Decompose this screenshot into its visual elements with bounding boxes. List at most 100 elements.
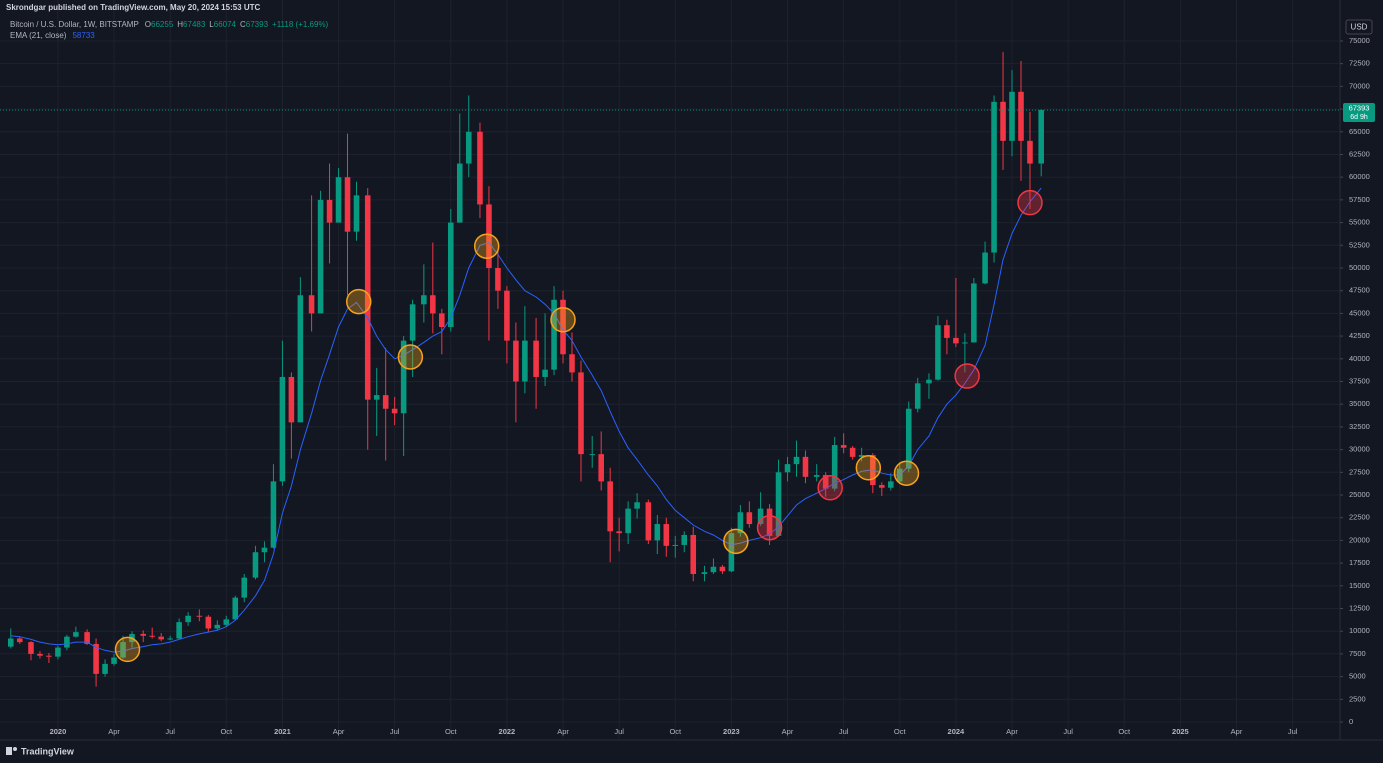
- y-tick-label: 0: [1349, 717, 1353, 726]
- highlight-circle: [723, 528, 749, 555]
- x-tick-label: Apr: [782, 727, 794, 736]
- y-tick-label: 47500: [1349, 286, 1370, 295]
- candle-body: [223, 619, 230, 625]
- candle-body: [102, 663, 108, 674]
- ema-line: [10, 187, 1042, 653]
- x-tick-label: 2020: [50, 727, 67, 736]
- candle-body: [73, 632, 79, 637]
- y-tick-label: 30000: [1349, 445, 1370, 454]
- candle-body: [634, 502, 640, 509]
- y-tick-label: 22500: [1349, 513, 1370, 522]
- candle-body: [672, 544, 679, 546]
- brand: TradingView: [21, 746, 75, 756]
- candle-body: [55, 647, 61, 657]
- candle-body: [953, 337, 959, 344]
- highlight-circle: [550, 306, 576, 333]
- x-tick-label: 2025: [1172, 727, 1189, 736]
- y-tick-label: 10000: [1349, 626, 1370, 635]
- candle-body: [120, 642, 126, 658]
- candle-body: [914, 383, 921, 409]
- candle-body: [495, 267, 501, 291]
- candle-body: [477, 131, 483, 205]
- candle-body: [373, 395, 380, 400]
- candle-body: [1027, 140, 1033, 164]
- grid: [0, 0, 1340, 740]
- y-tick-label: 25000: [1349, 490, 1370, 499]
- candle-body: [625, 508, 631, 534]
- y-tick-label: 27500: [1349, 467, 1370, 476]
- axes: 0 2500 5000 7500 10000 12500 15000 17500 20000 22…: [50, 36, 1375, 736]
- candle-body: [46, 655, 52, 657]
- candle-body: [831, 445, 838, 489]
- x-tick-label: Jul: [1288, 727, 1298, 736]
- ohlc-value: 66074: [214, 20, 237, 29]
- currency: USD: [1351, 23, 1368, 32]
- y-tick-label: 32500: [1349, 422, 1370, 431]
- ohlc-label: C: [240, 20, 246, 29]
- candle-body: [858, 455, 865, 457]
- ohlc-label: O: [145, 20, 151, 29]
- y-tick-label: 70000: [1349, 81, 1370, 90]
- candle-body: [522, 340, 528, 382]
- candle-body: [430, 295, 436, 314]
- candle-body: [578, 372, 584, 455]
- x-tick-label: Oct: [669, 727, 682, 736]
- candle-body: [663, 524, 670, 546]
- x-tick-label: Jul: [1063, 727, 1073, 736]
- candle-body: [439, 313, 445, 328]
- candle-body: [391, 408, 398, 414]
- candle-body: [252, 552, 259, 578]
- candle-body: [1000, 101, 1006, 141]
- y-tick-label: 37500: [1349, 376, 1370, 385]
- candle-body: [690, 534, 697, 575]
- ema-name: EMA (21, close): [10, 31, 67, 40]
- y-tick-label: 20000: [1349, 535, 1370, 544]
- candle-body: [326, 199, 333, 223]
- candle-body: [28, 642, 34, 654]
- last-price-label: 67393: [1349, 104, 1370, 113]
- x-tick-label: 2021: [274, 727, 291, 736]
- candle-body: [409, 304, 416, 341]
- candle-body: [710, 566, 717, 573]
- candle-body: [16, 638, 23, 643]
- candle-body: [297, 295, 304, 423]
- highlight-circle: [817, 474, 843, 501]
- candle-body: [589, 454, 595, 456]
- highlight-circle: [1017, 189, 1043, 216]
- currency-box[interactable]: [1345, 19, 1373, 35]
- x-tick-label: Jul: [839, 727, 849, 736]
- y-tick-label: 50000: [1349, 263, 1370, 272]
- candle-body: [1018, 91, 1024, 141]
- candle-body: [888, 481, 894, 488]
- y-tick-label: 15000: [1349, 581, 1370, 590]
- x-tick-label: 2023: [723, 727, 740, 736]
- candle-body: [962, 342, 968, 344]
- candle-body: [456, 163, 463, 223]
- candle-body: [84, 632, 90, 644]
- candle-body: [382, 395, 389, 409]
- y-tick-label: 72500: [1349, 59, 1370, 68]
- highlight-circle: [114, 636, 141, 663]
- candle-body: [288, 376, 295, 423]
- highlight-circle: [345, 288, 372, 315]
- ohlc-label: L: [209, 20, 214, 29]
- highlight-circle: [893, 460, 920, 486]
- y-tick-label: 75000: [1349, 36, 1370, 45]
- candle-body: [719, 566, 726, 572]
- x-tick-label: Apr: [108, 727, 120, 736]
- candle-body: [149, 635, 155, 637]
- ohlc-label: H: [177, 20, 183, 29]
- candle-body: [598, 454, 604, 482]
- last-price-badge: [1343, 103, 1375, 123]
- candle-body: [737, 512, 744, 534]
- candle-body: [616, 531, 622, 534]
- candle-body: [513, 340, 519, 382]
- y-tick-label: 57500: [1349, 195, 1370, 204]
- candle-body: [7, 638, 14, 647]
- candle-body: [654, 524, 661, 541]
- y-tick-label: 65000: [1349, 127, 1370, 136]
- candle-body: [140, 633, 147, 636]
- candle-body: [176, 622, 182, 639]
- candle-body: [746, 512, 753, 525]
- candle-body: [261, 547, 268, 553]
